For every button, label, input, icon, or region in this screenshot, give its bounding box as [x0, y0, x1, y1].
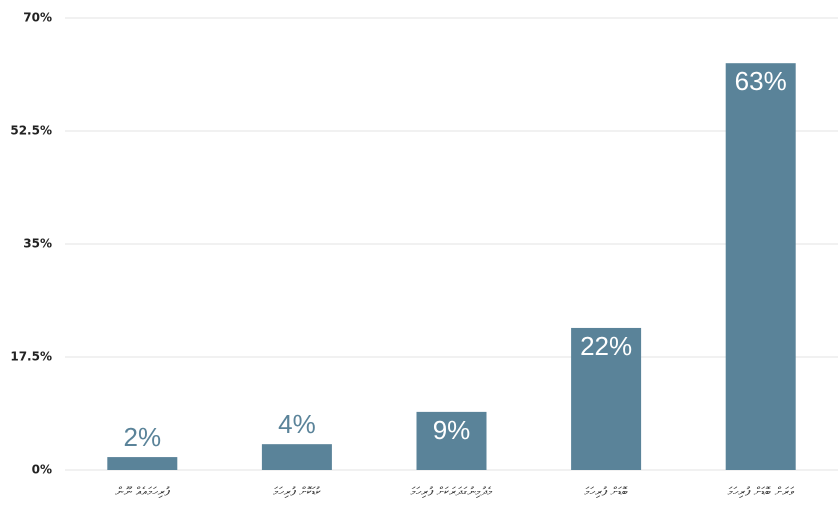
- y-tick-label: 35%: [23, 237, 52, 251]
- y-tick-label: 0%: [32, 463, 52, 477]
- x-tick-label: ވަރަށް ބޮޑަށް ފުރިހަމަ: [728, 485, 795, 499]
- data-label: 4%: [278, 409, 316, 439]
- data-label: 9%: [433, 415, 471, 445]
- x-tick-label: މެދުމިނުގަދަރަކަށް ފުރިހަމަ: [411, 485, 494, 499]
- bar: [107, 457, 178, 470]
- data-label: 22%: [580, 331, 632, 361]
- data-label: 63%: [735, 66, 787, 96]
- x-tick-label: ކުޑަކޮށް ފުރިހަމަ: [273, 485, 321, 499]
- data-label: 2%: [124, 422, 162, 452]
- bar: [571, 327, 642, 470]
- bar: [416, 411, 487, 470]
- y-tick-label: 52.5%: [10, 124, 52, 138]
- x-tick-label: ބޮޑަށް ފުރިހަމަ: [584, 485, 628, 499]
- bar: [725, 63, 796, 470]
- bar: [261, 444, 332, 470]
- y-tick-label: 70%: [23, 11, 52, 25]
- y-tick-label: 17.5%: [10, 350, 52, 364]
- x-tick-label: ފުރިހަމައެއް ނޫން: [115, 485, 170, 499]
